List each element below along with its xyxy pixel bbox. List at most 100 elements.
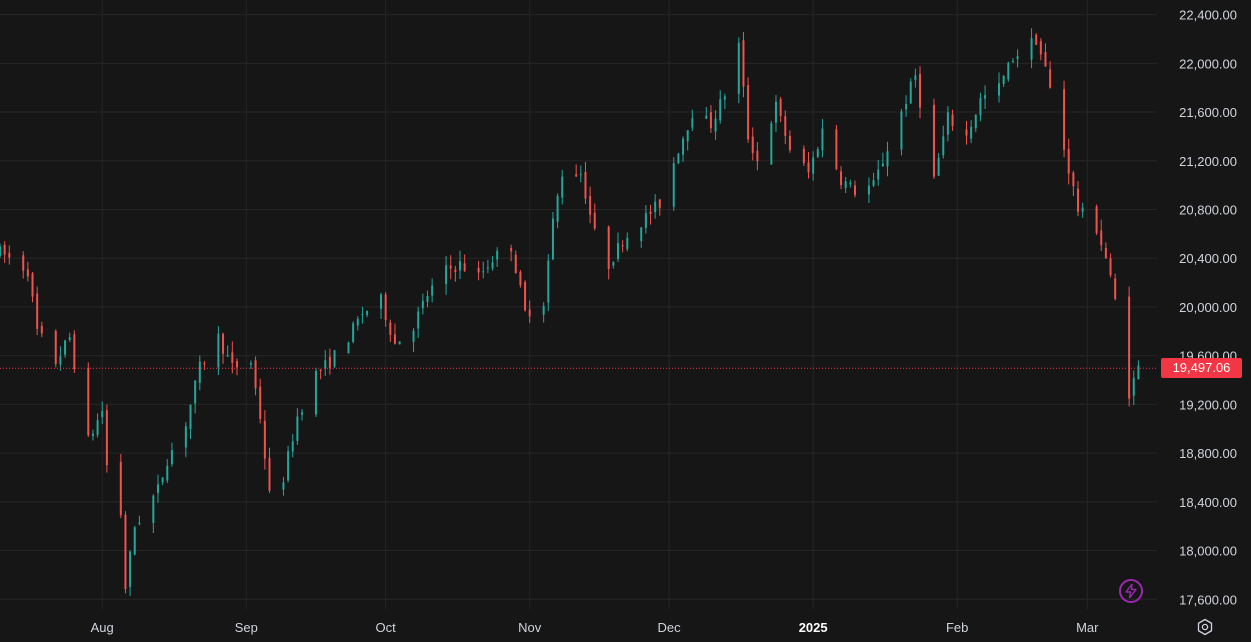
candle-body — [263, 420, 266, 459]
x-tick-label: Feb — [946, 620, 968, 635]
candle-body — [788, 135, 791, 151]
candle-body — [723, 96, 726, 100]
candle-body — [867, 185, 870, 195]
candle-body — [398, 341, 401, 345]
candle-body — [91, 433, 94, 436]
candle-body — [821, 128, 824, 151]
bolt-button[interactable] — [1119, 579, 1143, 603]
candle-body — [579, 174, 582, 176]
candle-body — [445, 265, 448, 285]
candle-body — [649, 211, 652, 215]
candle-body — [426, 296, 429, 302]
candle-body — [1002, 75, 1005, 84]
last-price-label: 19,497.06 — [1161, 358, 1242, 379]
candle-body — [877, 169, 880, 180]
candle-body — [0, 246, 1, 256]
candle-body — [1007, 62, 1010, 80]
candle-body — [510, 248, 513, 252]
candle-body — [486, 267, 489, 269]
candle-body — [691, 118, 694, 128]
candle-body — [138, 522, 141, 524]
y-tick-label: 22,000.00 — [1179, 56, 1237, 71]
candle-body — [198, 361, 201, 383]
y-tick-label: 20,000.00 — [1179, 300, 1237, 315]
candle-body — [686, 130, 689, 142]
y-tick-label: 18,000.00 — [1179, 544, 1237, 559]
candle-body — [366, 311, 369, 315]
candle-body — [542, 305, 545, 315]
candle-body — [491, 262, 494, 269]
candle-body — [974, 114, 977, 129]
candle-body — [282, 482, 285, 490]
candle-body — [26, 269, 29, 277]
candle-body — [389, 322, 392, 335]
candle-body — [1137, 365, 1140, 380]
candle-body — [1035, 34, 1038, 45]
candle-body — [737, 42, 740, 94]
candle-body — [454, 269, 457, 272]
candle-body — [965, 129, 968, 136]
candle-body — [1039, 41, 1042, 55]
candle-body — [561, 176, 564, 198]
x-tick-label: 2025 — [799, 620, 828, 635]
candle-body — [672, 163, 675, 207]
candle-body — [1109, 258, 1112, 276]
candle-body — [482, 271, 485, 273]
candle-body — [1104, 247, 1107, 259]
candle-body — [87, 368, 90, 436]
candle-body — [607, 226, 610, 269]
candle-body — [942, 136, 945, 156]
candle-body — [1114, 278, 1117, 300]
settings-icon — [1197, 618, 1213, 636]
candle-body — [514, 254, 517, 274]
candle-body — [324, 360, 327, 369]
candle-body — [54, 330, 57, 364]
candle-body — [528, 309, 531, 317]
candle-body — [156, 484, 159, 493]
candle-body — [524, 282, 527, 311]
settings-button[interactable] — [1195, 617, 1215, 637]
candle-body — [170, 450, 173, 465]
candle-body — [1132, 377, 1135, 396]
candle-body — [431, 285, 434, 296]
candle-body — [909, 81, 912, 104]
candle-body — [459, 261, 462, 271]
candle-body — [1044, 52, 1047, 67]
candle-body — [333, 350, 336, 367]
candle-body — [463, 263, 466, 271]
candle-body — [807, 162, 810, 173]
candle-body — [1049, 69, 1052, 88]
candle-body — [189, 404, 192, 429]
candle-body — [979, 98, 982, 116]
candle-body — [575, 174, 578, 177]
candle-body — [714, 118, 717, 132]
candle-body — [1063, 89, 1066, 150]
candle-body — [984, 95, 987, 99]
candle-body — [900, 111, 903, 150]
candle-body — [287, 451, 290, 481]
candle-body — [352, 323, 355, 342]
candle-body — [22, 255, 25, 271]
candle-body — [593, 212, 596, 229]
candle-body — [905, 104, 908, 110]
candle-body — [105, 410, 108, 466]
candle-body — [584, 171, 587, 199]
candle-body — [222, 333, 225, 354]
candle-body — [951, 114, 954, 127]
candle-body — [612, 262, 615, 266]
y-tick-label: 22,400.00 — [1179, 8, 1237, 23]
candle-body — [384, 294, 387, 321]
candle-body — [719, 99, 722, 121]
candle-body — [946, 112, 949, 135]
y-tick-label: 20,400.00 — [1179, 251, 1237, 266]
candle-body — [914, 75, 917, 80]
candle-body — [152, 495, 155, 523]
candle-body — [756, 150, 759, 162]
candle-body — [1030, 38, 1033, 60]
candle-body — [556, 195, 559, 222]
candle-body — [231, 352, 234, 363]
candle-body — [677, 153, 680, 164]
candle-body — [705, 115, 708, 119]
